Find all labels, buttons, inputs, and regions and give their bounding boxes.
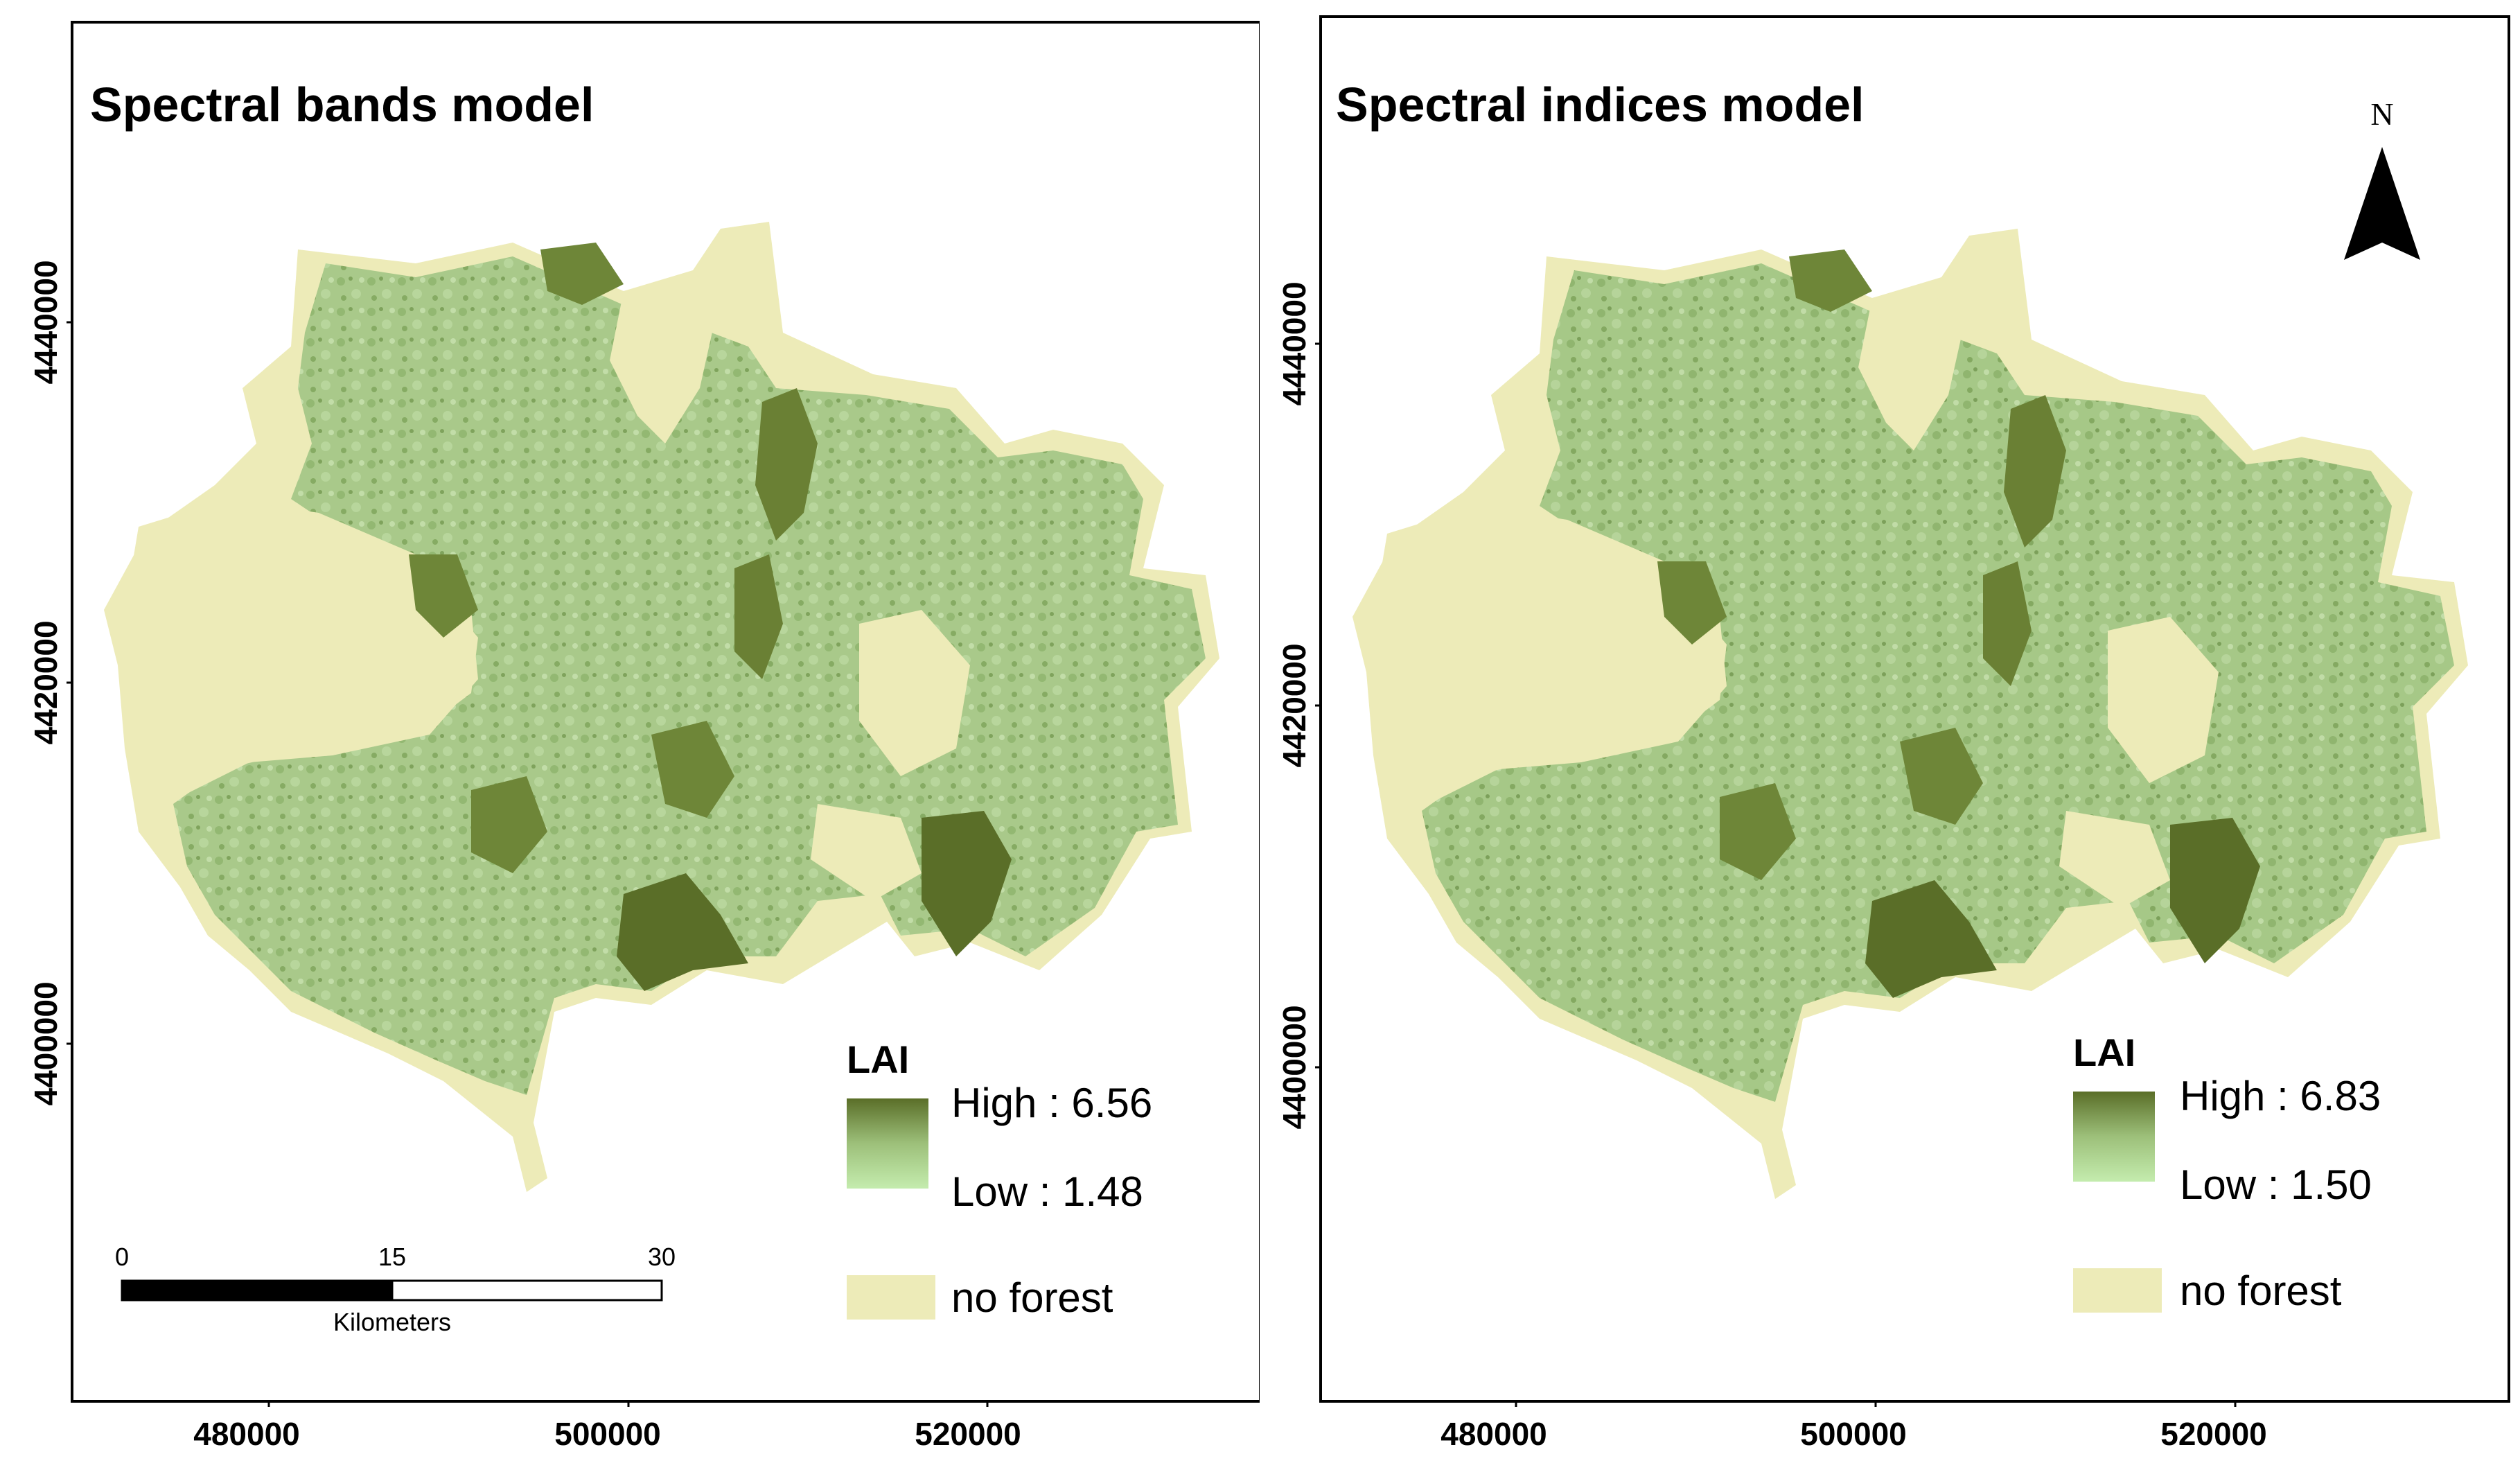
legend-no-forest-label: no forest <box>2180 1268 2342 1314</box>
legend: LAI High : 6.83 Low : 1.50 no forest <box>2073 1031 2381 1314</box>
legend: LAI High : 6.56 Low : 1.48 no forest <box>847 1037 1152 1321</box>
high-lai-patch <box>409 554 478 638</box>
no-forest-patch-south <box>2059 811 2170 908</box>
x-tick-label: 520000 <box>915 1416 1021 1452</box>
y-tick-label: 4440000 <box>1276 281 1312 405</box>
map-title: Spectral indices model <box>1336 78 1864 132</box>
high-lai-patch <box>2004 395 2066 547</box>
high-lai-patch <box>651 721 734 818</box>
high-lai-patch <box>617 873 748 991</box>
y-tick-label: 4440000 <box>28 260 64 384</box>
scale-tick-30: 30 <box>648 1243 676 1271</box>
x-axis: 480000 500000 520000 <box>1440 1401 2267 1452</box>
y-axis: 4440000 4420000 4400000 <box>28 260 72 1106</box>
y-axis: 4440000 4420000 4400000 <box>1276 281 1321 1130</box>
x-tick-label: 500000 <box>1800 1416 1907 1452</box>
high-lai-patch <box>540 243 624 305</box>
y-tick-label: 4400000 <box>28 981 64 1105</box>
x-tick-label: 520000 <box>2160 1416 2267 1452</box>
legend-low-label: Low : 1.50 <box>2180 1162 2372 1208</box>
no-forest-patch-west <box>118 499 478 797</box>
high-lai-patch <box>1657 561 1727 645</box>
north-arrow-icon <box>2344 147 2420 260</box>
no-forest-patch-north <box>1858 284 1962 450</box>
x-tick-label: 480000 <box>193 1416 300 1452</box>
map-title: Spectral bands model <box>90 78 594 132</box>
legend-high-label: High : 6.83 <box>2180 1073 2381 1119</box>
high-lai-patch <box>734 554 783 679</box>
no-forest-swatch <box>2073 1268 2162 1313</box>
scale-bar: 0 15 30 Kilometers <box>115 1243 676 1336</box>
no-forest-patch-north <box>610 277 714 444</box>
y-tick-label: 4420000 <box>28 620 64 744</box>
no-forest-patch-east <box>2108 617 2219 783</box>
no-forest-patch-south <box>811 804 922 901</box>
high-lai-patch <box>1720 783 1796 880</box>
x-tick-label: 500000 <box>554 1416 661 1452</box>
x-tick-label: 480000 <box>1440 1416 1547 1452</box>
high-lai-patch <box>1789 249 1872 312</box>
high-lai-patch <box>1900 728 1983 825</box>
north-arrow: N <box>2344 96 2420 260</box>
high-lai-patch <box>471 776 547 873</box>
lai-gradient-swatch <box>847 1098 928 1189</box>
scale-unit: Kilometers <box>333 1308 451 1336</box>
no-forest-swatch <box>847 1275 935 1320</box>
high-lai-patch <box>1983 561 2032 686</box>
no-forest-patch-east <box>859 610 970 776</box>
no-forest-patch-west <box>1366 506 1727 804</box>
legend-low-label: Low : 1.48 <box>951 1168 1143 1215</box>
legend-title: LAI <box>847 1037 909 1081</box>
lai-gradient-swatch <box>2073 1092 2155 1182</box>
scale-tick-15: 15 <box>378 1243 406 1271</box>
legend-no-forest-label: no forest <box>951 1274 1113 1321</box>
high-lai-patch <box>1865 880 1997 998</box>
y-tick-label: 4420000 <box>1276 643 1312 767</box>
map-panel-spectral-bands: Spectral bands model 4440000 4420000 440… <box>28 21 1260 1452</box>
lai-map <box>104 222 1219 1192</box>
high-lai-patch <box>2170 818 2260 963</box>
map-panel-spectral-indices: Spectral indices model N 4440000 4420000… <box>1276 15 2510 1452</box>
legend-high-label: High : 6.56 <box>951 1080 1152 1126</box>
lai-map <box>1352 229 2468 1199</box>
legend-title: LAI <box>2073 1031 2135 1074</box>
scale-tick-0: 0 <box>115 1243 129 1271</box>
high-lai-patch <box>922 811 1012 956</box>
high-lai-patch <box>755 388 818 541</box>
north-arrow-label: N <box>2370 96 2393 132</box>
x-axis: 480000 500000 520000 <box>193 1401 1021 1452</box>
y-tick-label: 4400000 <box>1276 1005 1312 1129</box>
